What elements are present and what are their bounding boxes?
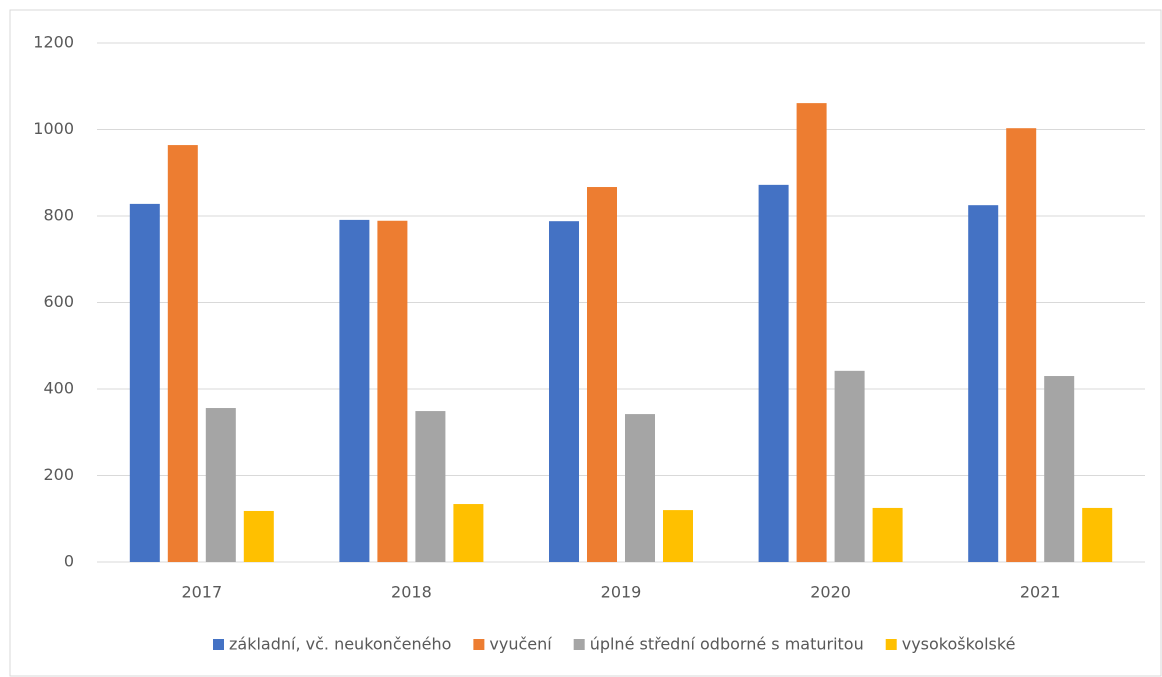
x-tick-label: 2018 [391,583,432,602]
y-tick-label: 400 [43,379,74,398]
bar [243,510,274,562]
x-tick-label: 2017 [181,583,222,602]
bar [129,203,160,562]
y-tick-label: 0 [64,552,74,571]
y-tick-label: 600 [43,292,74,311]
bar [758,184,789,563]
bar [968,205,999,562]
y-tick-label: 800 [43,206,74,225]
bar [872,507,903,562]
bar [549,221,579,562]
bar [625,414,655,562]
bar [587,187,617,562]
x-tick-label: 2020 [810,583,851,602]
legend-label: základní, vč. neukončeného [229,635,451,654]
legend-swatch [885,639,897,650]
bar [1082,507,1113,562]
bar [339,219,370,562]
legend-label: vyučení [489,635,552,654]
legend-swatch [473,639,485,650]
x-tick-label: 2021 [1020,583,1061,602]
bar [205,408,236,562]
legend-swatch [573,639,585,650]
bar [415,411,446,562]
bar [1006,128,1037,562]
legend-label: vysokoškolské [902,635,1016,654]
legend-swatch [213,639,224,650]
bar [663,510,693,562]
y-tick-label: 200 [43,465,74,484]
bar [377,220,408,562]
x-tick-label: 2019 [601,583,642,602]
bar [796,103,827,563]
legend-label: úplné střední odborné s maturitou [590,635,864,654]
y-tick-label: 1000 [33,119,74,138]
bar [453,504,484,562]
bar [1044,376,1075,562]
bar [167,145,198,562]
y-tick-label: 1200 [33,33,74,52]
bar [834,370,865,562]
